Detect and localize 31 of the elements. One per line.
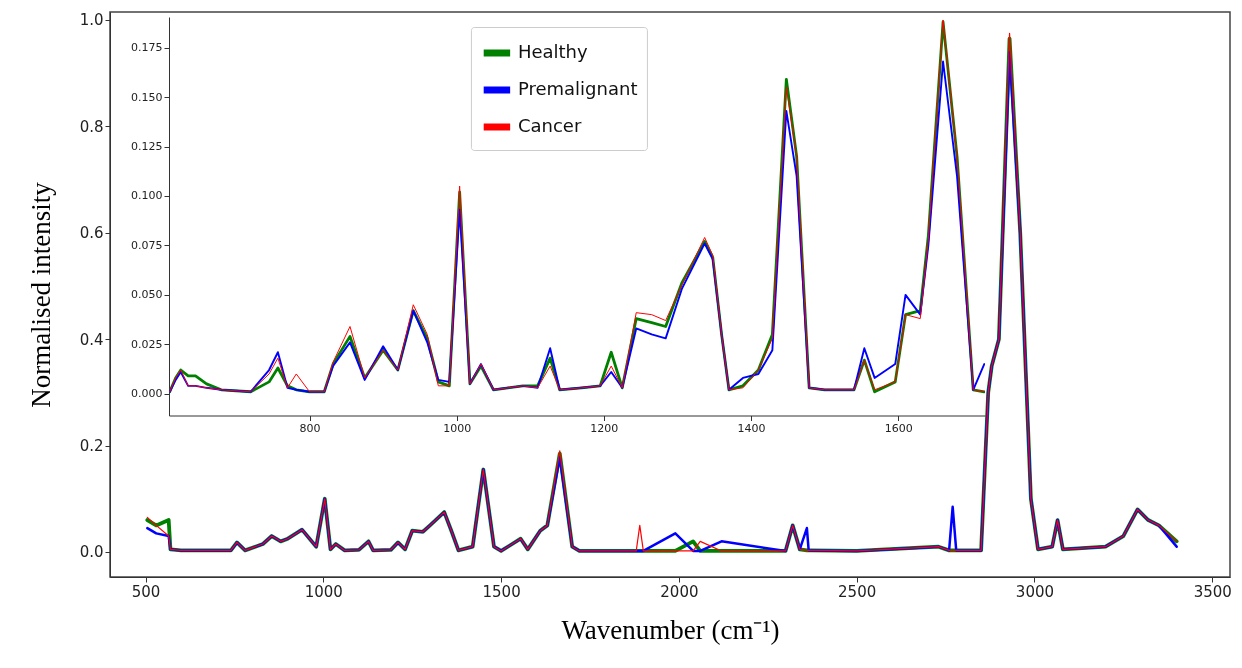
y-tick-label: 0.6 [79,224,104,243]
x-tick-label: 500 [131,582,161,601]
x-tick-label: 1500 [482,582,521,601]
y-axis-title: Normalised intensity [25,181,56,408]
x-tick-label: 1000 [304,582,343,601]
x-axis-title: Wavenumber (cm⁻¹) [561,614,780,645]
y-tick-label: 0.050 [131,288,163,302]
legend-label: Healthy [517,41,589,62]
x-tick-label: 800 [299,422,321,435]
y-tick-label: 0.4 [79,330,104,349]
y-tick-label: 0.175 [131,41,163,55]
y-tick-label: 0.2 [79,437,104,456]
x-tick-label: 2500 [838,582,877,601]
x-tick-label: 3500 [1193,582,1232,601]
y-tick-label: 0.8 [79,117,104,136]
y-tick-label: 0.150 [131,90,163,104]
y-tick-label: 0.100 [131,189,163,203]
y-tick-label: 0.0 [79,543,104,562]
x-tick-label: 2000 [660,582,699,601]
legend-label: Cancer [517,115,582,136]
x-tick-label: 1200 [590,422,619,435]
x-tick-label: 1400 [737,422,766,435]
y-tick-label: 1.0 [79,11,104,30]
y-tick-label: 0.075 [131,238,163,252]
x-tick-label: 1000 [443,422,472,435]
legend-label: Premalignant [517,78,638,99]
x-tick-label: 1600 [884,422,913,435]
y-tick-label: 0.125 [131,140,163,154]
y-tick-label: 0.000 [131,387,163,401]
y-tick-label: 0.025 [131,337,163,351]
x-tick-label: 3000 [1015,582,1055,601]
